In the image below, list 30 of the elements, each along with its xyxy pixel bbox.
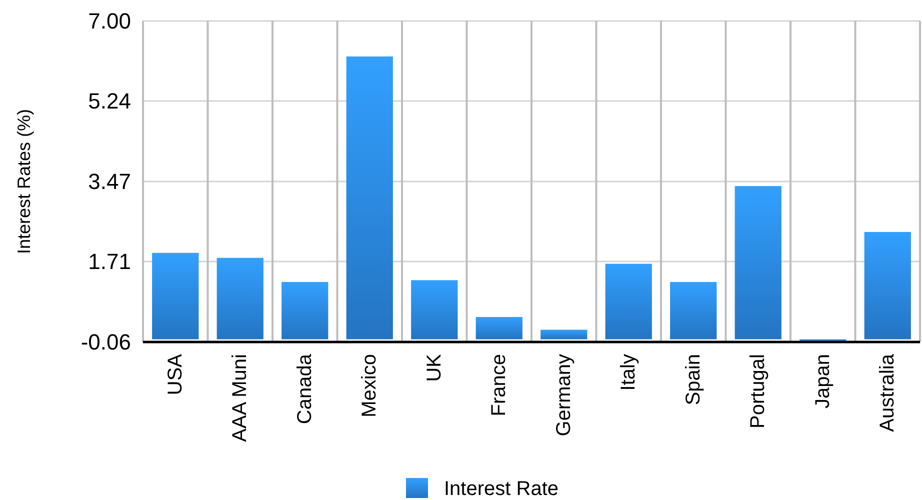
bar bbox=[282, 282, 328, 340]
x-tick-label: USA bbox=[164, 353, 186, 396]
x-tick-label: Portugal bbox=[747, 354, 770, 428]
bar bbox=[540, 330, 588, 340]
x-tick-label: Mexico bbox=[358, 354, 381, 418]
bar bbox=[605, 264, 652, 340]
bar bbox=[864, 232, 911, 340]
bar bbox=[476, 316, 522, 340]
y-tick-label: 5.24 bbox=[88, 88, 131, 114]
bar bbox=[216, 258, 264, 340]
x-tick-label: Japan bbox=[812, 354, 834, 408]
x-tick-label: Canada bbox=[294, 353, 316, 424]
bar bbox=[152, 252, 199, 340]
y-tick-label: -0.06 bbox=[80, 330, 131, 354]
y-tick-label: 1.71 bbox=[88, 249, 131, 274]
x-tick-label: Spain bbox=[682, 354, 704, 406]
bar bbox=[734, 186, 782, 340]
y-tick-label: 7.00 bbox=[88, 8, 131, 34]
x-tick-label: Australia bbox=[876, 353, 899, 432]
x-tick-label: Germany bbox=[552, 354, 575, 436]
x-tick-label: Italy bbox=[618, 354, 640, 391]
y-axis-title: Interest Rates (%) bbox=[14, 108, 34, 254]
x-tick-label: France bbox=[488, 354, 510, 416]
x-tick-label: UK bbox=[423, 353, 446, 382]
legend-label: Interest Rate bbox=[444, 478, 559, 500]
y-tick-label: 3.47 bbox=[88, 169, 131, 194]
bar bbox=[411, 280, 458, 340]
bar bbox=[670, 282, 717, 340]
x-tick-label: AAA Muni bbox=[229, 354, 252, 442]
bar bbox=[346, 56, 393, 340]
